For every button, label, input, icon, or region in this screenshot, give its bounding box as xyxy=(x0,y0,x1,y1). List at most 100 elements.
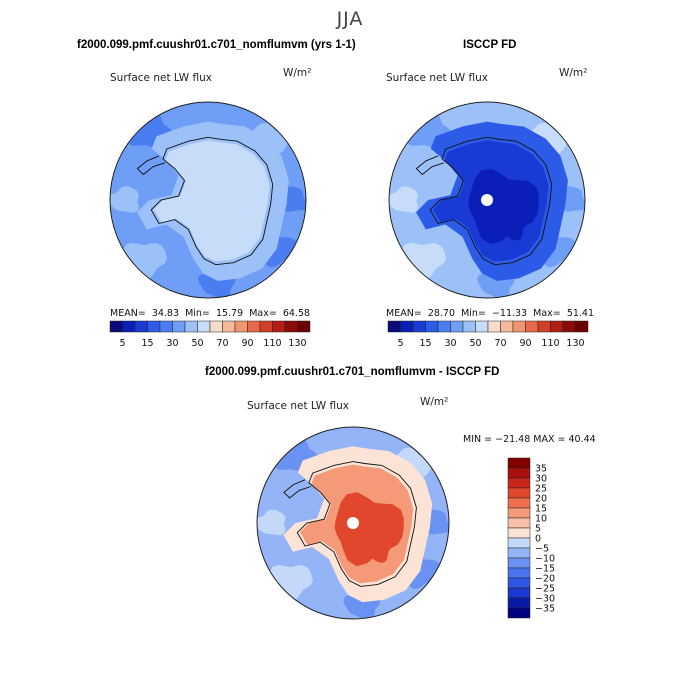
diff-colorbar-box xyxy=(507,517,531,529)
diff-field-label: Surface net LW flux xyxy=(247,400,349,412)
obs-colorbar-box xyxy=(550,320,564,333)
model-colorbar-tick-label: 70 xyxy=(216,338,228,349)
model-field-layer xyxy=(110,102,306,298)
diff-colorbar-tick-label: 0 xyxy=(535,534,541,545)
obs-colorbar-tick-label: 130 xyxy=(566,338,584,349)
model-colorbar-box xyxy=(272,320,286,333)
diff-colorbar-box xyxy=(507,507,531,519)
diff-colorbar-tick-label: −10 xyxy=(535,554,555,565)
model-peninsula-coast xyxy=(136,155,166,176)
diff-colorbar-box xyxy=(507,557,531,569)
diff-peninsula-coast xyxy=(283,479,311,499)
obs-pole-missing xyxy=(481,194,493,206)
model-colorbar-box xyxy=(184,320,198,333)
obs-stats: MEAN= 28.70 Min= −11.33 Max= 51.41 xyxy=(386,308,594,319)
obs-colorbar-box xyxy=(512,320,526,333)
diff-colorbar-box xyxy=(507,477,531,489)
diff-ocean-patch xyxy=(257,509,286,536)
obs-colorbar-box xyxy=(412,320,426,333)
model-colorbar-box xyxy=(159,320,173,333)
model-min-value: 15.79 xyxy=(215,308,244,319)
model-colorbar-tick-label: 15 xyxy=(141,338,153,349)
obs-colorbar-box xyxy=(437,320,451,333)
obs-colorbar-box xyxy=(500,320,514,333)
diff-units-label: W/m² xyxy=(420,396,449,408)
model-colorbar-box xyxy=(284,320,298,333)
obs-colorbar-tick-label: 110 xyxy=(541,338,559,349)
diff-colorbar-box xyxy=(507,577,531,589)
diff-colorbar-box xyxy=(507,537,531,549)
model-colorbar-tick-label: 130 xyxy=(288,338,306,349)
obs-colorbar-tick-label: 30 xyxy=(444,338,456,349)
diff-colorbar-tick-label: −15 xyxy=(535,564,555,575)
model-colorbar-box xyxy=(122,320,136,333)
diff-colorbar-tick-label: −35 xyxy=(535,604,555,615)
model-colorbar-box xyxy=(222,320,236,333)
model-colorbar-box xyxy=(147,320,161,333)
model-min-label: Min= xyxy=(185,308,210,319)
model-colorbar-tick-label: 110 xyxy=(263,338,281,349)
model-colorbar-box xyxy=(297,320,311,333)
season-title: JJA xyxy=(336,8,364,30)
model-colorbar-box xyxy=(197,320,211,333)
obs-panel-title: ISCCP FD xyxy=(463,39,517,51)
diff-colorbar-tick-label: −30 xyxy=(535,594,555,605)
model-colorbar-tick-label: 30 xyxy=(166,338,178,349)
obs-colorbar-tick-label: 90 xyxy=(519,338,531,349)
model-max-label: Max= xyxy=(249,308,277,319)
diff-coastline xyxy=(296,461,417,587)
obs-min-value: −11.33 xyxy=(491,308,528,319)
obs-colorbar-tick-label: 70 xyxy=(494,338,506,349)
model-colorbar-tick-label: 90 xyxy=(241,338,253,349)
obs-polar-map xyxy=(388,101,586,299)
obs-max-label: Max= xyxy=(533,308,561,319)
model-colorbar-tick-label: 5 xyxy=(119,338,125,349)
obs-mean-label: MEAN= xyxy=(386,308,422,319)
diff-colorbar-tick-label: 30 xyxy=(535,474,547,485)
obs-ocean-patch xyxy=(389,186,418,213)
obs-colorbar-box xyxy=(525,320,539,333)
obs-colorbar-box xyxy=(487,320,501,333)
diff-colorbar-box xyxy=(507,567,531,579)
obs-colorbar-tick-label: 15 xyxy=(419,338,431,349)
obs-min-label: Min= xyxy=(461,308,486,319)
diff-colorbar-tick-label: −25 xyxy=(535,584,555,595)
model-stats: MEAN= 34.83 Min= 15.79 Max= 64.58 xyxy=(110,308,310,319)
diff-colorbar-tick-label: 25 xyxy=(535,484,547,495)
model-units-label: W/m² xyxy=(283,67,312,79)
diff-colorbar-box xyxy=(507,487,531,499)
diff-colorbar-tick-label: 5 xyxy=(535,524,541,535)
model-colorbar-box xyxy=(234,320,248,333)
model-map-border xyxy=(109,101,307,299)
model-polar-map xyxy=(109,101,307,299)
model-colorbar: 5 15 30 50 70 90 110 130 xyxy=(109,320,311,349)
diff-colorbar-tick-label: −20 xyxy=(535,574,555,585)
diff-colorbar-box xyxy=(507,597,531,609)
obs-colorbar-box xyxy=(425,320,439,333)
model-colorbar-box xyxy=(172,320,186,333)
obs-colorbar: 5 15 30 50 70 90 110 130 xyxy=(387,320,589,349)
obs-colorbar-box xyxy=(462,320,476,333)
obs-colorbar-box xyxy=(400,320,414,333)
obs-colorbar-box xyxy=(475,320,489,333)
obs-colorbar-tick-label: 5 xyxy=(397,338,403,349)
model-colorbar-box xyxy=(109,320,123,333)
model-colorbar-box xyxy=(259,320,273,333)
model-panel-title: f2000.099.pmf.cuushr01.c701_nomflumvm (y… xyxy=(77,39,356,51)
diff-colorbar-box xyxy=(507,457,531,469)
diff-pole-missing xyxy=(347,517,359,529)
diff-colorbar-box xyxy=(507,467,531,479)
model-colorbar-box xyxy=(247,320,261,333)
diff-colorbar-box xyxy=(507,587,531,599)
obs-units-label: W/m² xyxy=(559,67,588,79)
obs-colorbar-tick-label: 50 xyxy=(469,338,481,349)
diff-colorbar-box xyxy=(507,607,531,619)
diff-colorbar-box xyxy=(507,497,531,509)
obs-map-border xyxy=(388,101,586,299)
diff-polar-map xyxy=(256,426,450,620)
obs-colorbar-box xyxy=(575,320,589,333)
model-colorbar-box xyxy=(209,320,223,333)
obs-peninsula-coast xyxy=(415,155,445,176)
diff-map-border xyxy=(256,426,450,620)
